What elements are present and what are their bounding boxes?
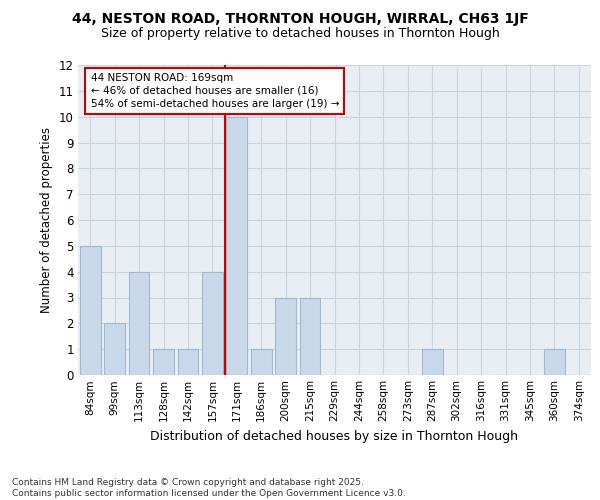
- Text: 44, NESTON ROAD, THORNTON HOUGH, WIRRAL, CH63 1JF: 44, NESTON ROAD, THORNTON HOUGH, WIRRAL,…: [71, 12, 529, 26]
- Bar: [251, 349, 272, 375]
- Bar: [202, 272, 223, 375]
- Bar: [544, 349, 565, 375]
- Bar: [104, 324, 125, 375]
- Y-axis label: Number of detached properties: Number of detached properties: [40, 127, 53, 313]
- Text: 44 NESTON ROAD: 169sqm
← 46% of detached houses are smaller (16)
54% of semi-det: 44 NESTON ROAD: 169sqm ← 46% of detached…: [91, 73, 339, 109]
- X-axis label: Distribution of detached houses by size in Thornton Hough: Distribution of detached houses by size …: [151, 430, 518, 442]
- Bar: [178, 349, 199, 375]
- Bar: [275, 298, 296, 375]
- Bar: [422, 349, 443, 375]
- Bar: [226, 116, 247, 375]
- Bar: [80, 246, 101, 375]
- Bar: [153, 349, 174, 375]
- Text: Contains HM Land Registry data © Crown copyright and database right 2025.
Contai: Contains HM Land Registry data © Crown c…: [12, 478, 406, 498]
- Bar: [299, 298, 320, 375]
- Bar: [128, 272, 149, 375]
- Text: Size of property relative to detached houses in Thornton Hough: Size of property relative to detached ho…: [101, 28, 499, 40]
